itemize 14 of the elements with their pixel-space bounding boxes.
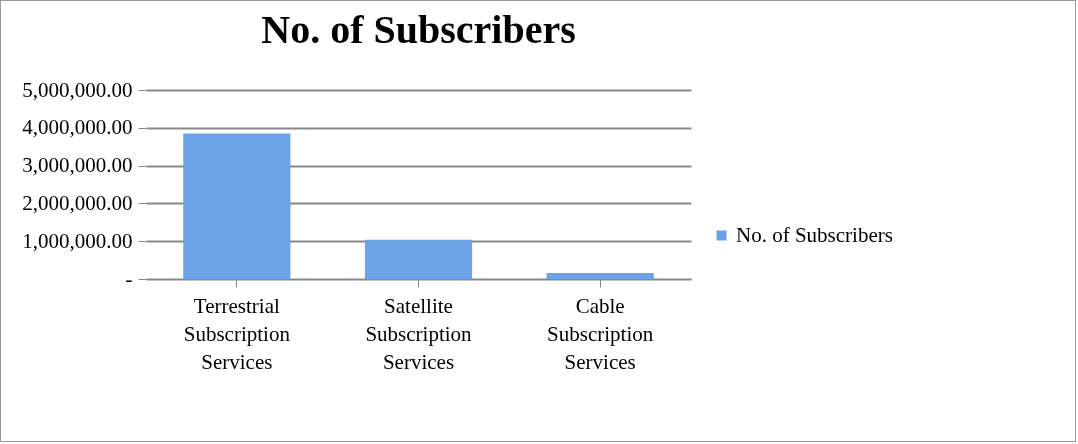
bar xyxy=(546,272,654,279)
y-tick-label: 2,000,000.00 xyxy=(22,190,133,215)
x-tick-label: Terrestrial Subscription Services xyxy=(183,293,291,374)
x-tick-label: Cable Subscription Services xyxy=(547,293,654,374)
bar xyxy=(364,239,473,279)
y-tick-label: 1,000,000.00 xyxy=(22,228,133,253)
x-tick-label: Satellite Subscription Services xyxy=(365,293,473,374)
y-tick-label: 3,000,000.00 xyxy=(22,153,133,178)
y-tick-label: 4,000,000.00 xyxy=(22,115,133,140)
y-tick-label: - xyxy=(125,266,133,291)
bar xyxy=(183,133,291,279)
chart-title: No. of Subscribers xyxy=(261,7,576,52)
y-tick-label: 5,000,000.00 xyxy=(22,77,133,102)
legend-label: No. of Subscribers xyxy=(736,222,893,247)
